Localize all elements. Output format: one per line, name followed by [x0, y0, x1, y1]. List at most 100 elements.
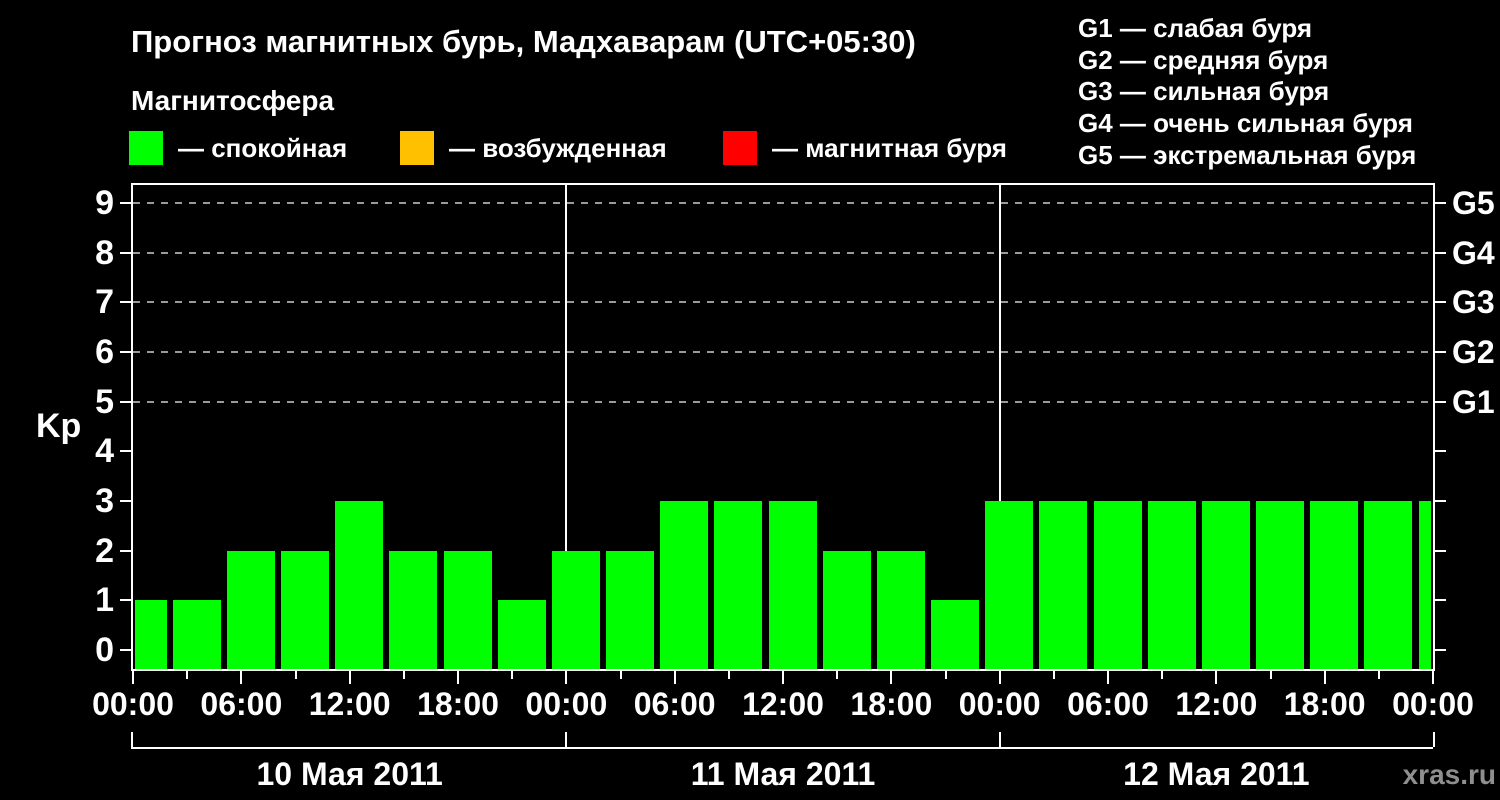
g-scale-legend-line: G2 — средняя буря: [1078, 44, 1329, 75]
y-tick-left: [120, 251, 131, 254]
day-bracket-tick: [1433, 732, 1435, 747]
x-tick-minor: [294, 671, 297, 679]
kp-bar: [497, 600, 546, 669]
kp-bar: [443, 550, 492, 669]
x-axis-time-label: 00:00: [1392, 686, 1474, 722]
x-tick-minor: [836, 671, 839, 679]
day-label: 11 Мая 2011: [690, 756, 876, 792]
x-tick-major: [240, 671, 243, 684]
y-axis-label-9: 9: [95, 183, 114, 222]
gridline-kp-6: [133, 350, 1433, 353]
x-axis-time-label: 06:00: [200, 686, 283, 722]
x-tick-major: [1107, 671, 1109, 684]
kp-bar: [172, 600, 221, 669]
x-tick-minor: [402, 671, 405, 679]
day-bracket-tick: [131, 732, 133, 747]
y-tick-left: [120, 350, 131, 353]
y-tick-left: [120, 649, 131, 652]
x-tick-major: [132, 671, 134, 684]
x-axis-time-label: 06:00: [633, 686, 716, 722]
y-tick-right: [1435, 500, 1446, 503]
kp-bar: [822, 550, 871, 669]
y-tick-right: [1435, 350, 1446, 353]
legend-item-storm: — магнитная буря: [723, 131, 1007, 165]
gridline-kp-5: [133, 400, 1433, 403]
kp-bar: [714, 501, 763, 669]
y-tick-right: [1435, 400, 1446, 403]
kp-bar: [281, 550, 329, 669]
y-tick-left: [120, 500, 131, 503]
y-axis-label-7: 7: [95, 283, 114, 322]
gridline-kp-9: [133, 201, 1433, 204]
y-axis-label-4: 4: [95, 432, 114, 471]
x-tick-minor: [727, 671, 730, 679]
x-tick-minor: [1269, 671, 1272, 679]
kp-bar: [1256, 501, 1304, 669]
kp-bar: [985, 501, 1034, 669]
y-tick-right: [1435, 649, 1446, 652]
legend-item-label: — возбужденная: [449, 132, 667, 163]
y-tick-left: [120, 301, 131, 304]
x-tick-major: [1215, 671, 1218, 684]
plot-area: [131, 183, 1435, 671]
y-tick-left: [120, 400, 131, 403]
kp-bar: [1418, 501, 1431, 669]
day-separator: [565, 185, 568, 669]
magnetosphere-label: Магнитосфера: [131, 85, 335, 116]
x-tick-major: [890, 671, 893, 684]
y-tick-right: [1435, 301, 1446, 304]
x-axis-time-label: 00:00: [92, 686, 174, 722]
watermark: xras.ru: [1402, 759, 1496, 790]
right-axis-label-G4: G4: [1452, 234, 1495, 271]
g-scale-legend-line: G1 — слабая буря: [1078, 13, 1313, 43]
kp-bar: [768, 501, 817, 669]
x-axis-time-label: 06:00: [1067, 686, 1149, 722]
y-tick-right: [1435, 599, 1446, 602]
y-tick-right: [1435, 251, 1446, 254]
kp-bar: [876, 550, 925, 669]
x-tick-major: [457, 671, 459, 684]
x-axis-time-label: 00:00: [958, 686, 1041, 722]
day-bracket-tick: [998, 732, 1001, 747]
y-axis-label-3: 3: [95, 482, 114, 521]
legend-item-label: — спокойная: [178, 132, 348, 163]
x-axis-time-label: 18:00: [1283, 686, 1366, 722]
legend-item-excited: — возбужденная: [400, 131, 667, 165]
kp-bar: [1201, 501, 1250, 669]
right-axis-label-G1: G1: [1452, 383, 1495, 420]
x-tick-minor: [511, 671, 514, 679]
day-label: 10 Мая 2011: [256, 756, 443, 792]
x-tick-major: [782, 671, 784, 684]
y-axis-label-6: 6: [95, 332, 114, 371]
legend-item-quiet: — спокойная: [129, 131, 347, 165]
y-axis-label-8: 8: [95, 233, 114, 272]
chart-title: Прогноз магнитных бурь, Мадхаварам (UTC+…: [131, 24, 916, 59]
x-tick-major: [673, 671, 676, 684]
kp-bar: [226, 550, 275, 669]
gridline-kp-8: [133, 251, 1433, 254]
y-tick-left: [120, 450, 131, 453]
right-axis-label-G5: G5: [1452, 184, 1495, 221]
y-tick-left: [120, 549, 131, 552]
y-axis-title: Kp: [36, 407, 82, 445]
kp-bar: [660, 501, 709, 669]
x-tick-major: [1432, 671, 1434, 684]
kp-bar: [551, 550, 600, 669]
x-tick-minor: [944, 671, 947, 679]
x-tick-major: [565, 671, 568, 684]
x-tick-major: [998, 671, 1001, 684]
gridline-kp-7: [133, 301, 1433, 304]
y-axis-label-1: 1: [95, 581, 114, 620]
y-axis-label-5: 5: [95, 382, 114, 421]
x-axis-time-label: 00:00: [525, 686, 608, 722]
y-tick-left: [120, 599, 131, 602]
kp-bar: [1039, 501, 1088, 669]
kp-bar: [389, 550, 438, 669]
y-tick-right: [1435, 201, 1446, 204]
x-axis-time-label: 18:00: [417, 686, 499, 722]
kp-bar: [135, 600, 167, 669]
y-axis-label-0: 0: [95, 631, 114, 670]
right-axis-label-G3: G3: [1452, 284, 1495, 321]
kp-bar: [606, 550, 654, 669]
